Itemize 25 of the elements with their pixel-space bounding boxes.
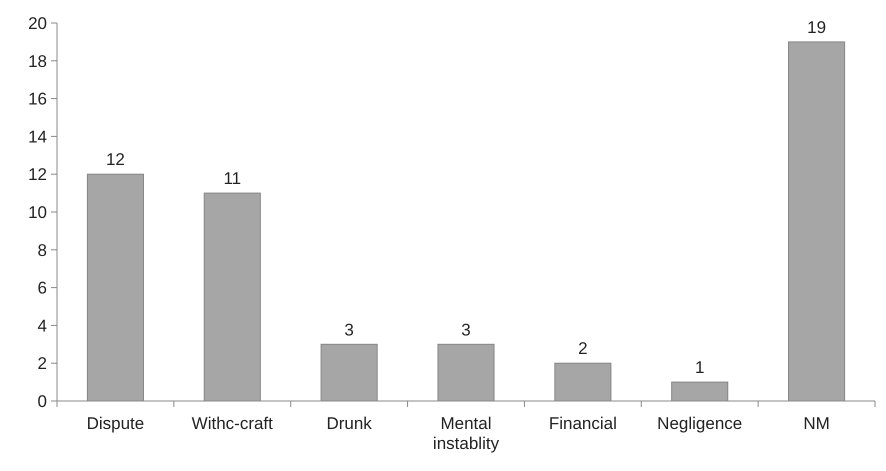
y-tick-label: 14 [28, 127, 47, 146]
y-tick-label: 10 [28, 202, 47, 222]
y-tick-label: 20 [28, 14, 47, 33]
x-tick-label: Mental instablity [432, 414, 500, 453]
y-tick-label: 6 [38, 278, 47, 298]
y-tick-label: 0 [38, 392, 47, 411]
data-label: 19 [807, 18, 826, 37]
y-tick-label: 4 [38, 316, 47, 336]
x-tick-label: NM [803, 414, 830, 433]
data-label: 3 [461, 320, 471, 340]
y-tick-label: 8 [38, 240, 47, 260]
data-label: 3 [344, 320, 354, 340]
data-label: 12 [106, 150, 125, 170]
y-tick-label: 2 [38, 354, 47, 374]
x-tick-label: Dispute [86, 414, 144, 433]
y-tick-label: 16 [28, 90, 47, 109]
x-tick-label: Withc-craft [192, 414, 274, 433]
data-label: 2 [578, 339, 588, 358]
x-tick-label: Negligence [657, 414, 742, 433]
data-label: 11 [223, 169, 242, 188]
y-tick-label: 18 [28, 52, 47, 71]
x-tick-label: Financial [548, 414, 617, 433]
y-tick-label: 12 [28, 165, 47, 184]
x-tick-label: Drunk [326, 414, 372, 433]
data-label: 1 [694, 358, 704, 378]
